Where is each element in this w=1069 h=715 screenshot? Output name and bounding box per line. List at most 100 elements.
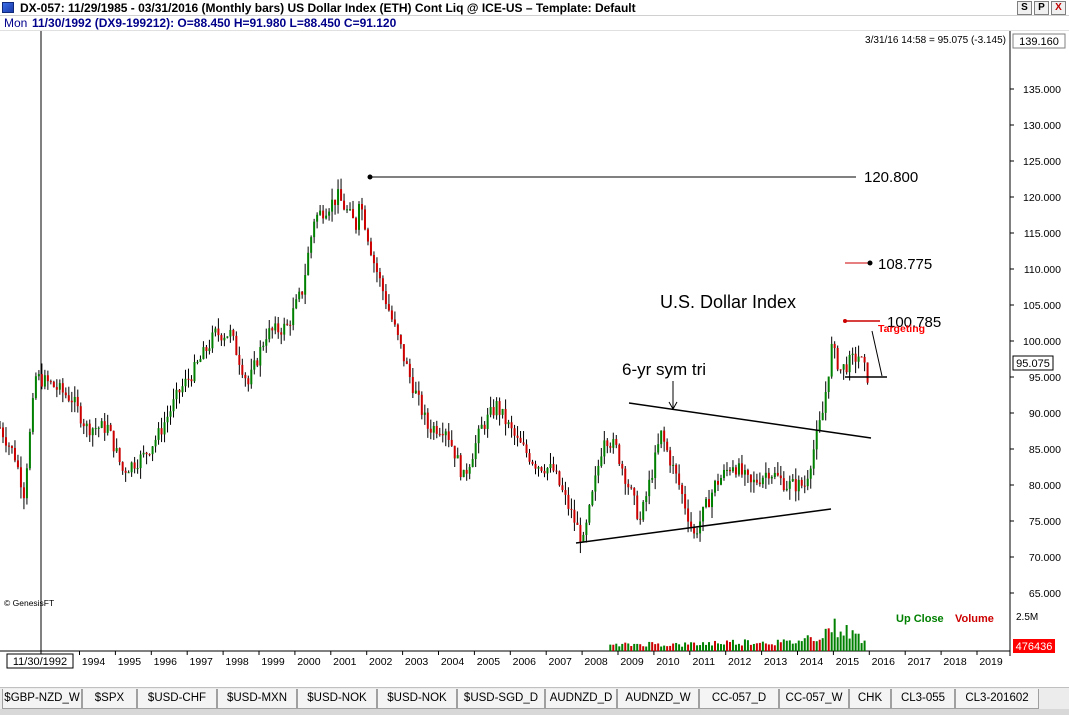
p-button[interactable]: P	[1034, 1, 1049, 15]
symbol-tab[interactable]: $USD-CHF	[137, 689, 217, 709]
copyright-label: © GenesisFT	[4, 598, 54, 608]
legend-volume: Volume	[955, 613, 994, 625]
price-bar-body	[429, 428, 432, 433]
symbol-tab[interactable]: CC-057_D	[699, 689, 779, 709]
price-bar-body	[621, 463, 624, 469]
price-bar-body	[645, 496, 648, 502]
symbol-tab[interactable]: $GBP-NZD_W	[2, 689, 82, 709]
price-bar-body	[743, 470, 746, 475]
volume-bar	[734, 644, 737, 651]
price-bar-body	[755, 479, 758, 483]
price-bar-body	[223, 337, 226, 341]
price-bar-body	[444, 431, 447, 436]
price-bar-body	[211, 332, 214, 349]
price-bar-body	[61, 383, 64, 393]
price-bar-body	[450, 439, 453, 446]
symbol-tab[interactable]: $USD-NOK	[377, 689, 457, 709]
price-bar-body	[202, 347, 205, 360]
symbol-tab[interactable]: CHK	[849, 689, 891, 709]
symbol-tab[interactable]: $USD-SGD_D	[457, 689, 545, 709]
volume-bar	[690, 642, 693, 651]
symbol-tab[interactable]: CC-057_W	[779, 689, 849, 709]
price-bar-body	[73, 396, 76, 403]
symbol-tab[interactable]: $USD-NOK	[297, 689, 377, 709]
price-bar-body	[606, 440, 609, 447]
price-bar-body	[552, 464, 555, 471]
x-tick-label: 2009	[620, 656, 644, 668]
x-tick-label: 1998	[225, 656, 249, 668]
price-bar-body	[516, 435, 519, 438]
chart-area[interactable]: 135.000 130.000 125.000 120.000 115.000 110.0…	[0, 31, 1069, 670]
price-bar-body	[540, 467, 543, 471]
symbol-tab[interactable]: CL3-201602	[955, 689, 1039, 709]
level-100785-label: 100.785	[887, 314, 941, 331]
price-bar-body	[824, 392, 827, 413]
price-bar-body	[549, 464, 552, 469]
targeting-label: Targeting	[878, 323, 925, 335]
volume-bar	[722, 644, 725, 651]
price-bar-body	[310, 237, 313, 253]
price-chart[interactable]: 135.000 130.000 125.000 120.000 115.000 110.0…	[0, 31, 1069, 670]
top-price-label: 139.160	[1019, 36, 1059, 48]
price-bar-body	[172, 399, 175, 412]
volume-bar	[621, 643, 624, 651]
price-bar-body	[325, 215, 328, 219]
price-bar-body	[217, 328, 220, 336]
price-bar-body	[806, 478, 809, 487]
volume-bar	[657, 643, 660, 651]
price-bar-body	[851, 353, 854, 356]
price-bar-body	[854, 353, 857, 362]
price-bar-body	[725, 469, 728, 471]
price-bar-body	[672, 464, 675, 466]
price-bar-body	[627, 483, 630, 488]
price-bar-body	[519, 437, 522, 443]
price-bar-body	[749, 474, 752, 483]
price-bar-body	[863, 356, 866, 363]
price-bar-body	[7, 445, 10, 447]
price-bar-body	[399, 334, 402, 345]
price-bar-body	[67, 395, 70, 401]
volume-bar	[761, 641, 764, 651]
price-bar-body	[737, 463, 740, 475]
price-bar-body	[127, 472, 130, 474]
price-bar-body	[432, 425, 435, 433]
price-bar-body	[480, 424, 483, 429]
price-bar-body	[328, 211, 331, 216]
volume-bar	[627, 643, 630, 651]
consolidation-diagonal	[871, 330, 883, 377]
price-bar-body	[97, 427, 100, 429]
symbol-tab[interactable]: AUDNZD_D	[545, 689, 617, 709]
volume-bar	[633, 643, 636, 651]
price-bar-body	[459, 455, 462, 478]
quote-infobar: Mon 11/30/1992 (DX9-199212): O=88.450 H=…	[0, 16, 1069, 31]
price-bar-body	[94, 428, 97, 430]
bottom-strip	[0, 709, 1069, 715]
price-bar-body	[417, 390, 420, 395]
x-tick-label: 2004	[441, 656, 465, 668]
price-bar-body	[292, 308, 295, 326]
volume-bar	[678, 644, 681, 651]
price-bar-body	[295, 299, 298, 309]
price-bar-body	[241, 364, 244, 375]
volume-bar	[782, 639, 785, 651]
y-tick-label: 70.000	[1029, 552, 1061, 564]
price-bar-body	[809, 468, 812, 479]
price-bar-body	[791, 478, 794, 482]
symbol-tab[interactable]: CL3-055	[891, 689, 955, 709]
price-bar-body	[528, 453, 531, 462]
volume-bar	[743, 639, 746, 651]
close-button[interactable]: X	[1051, 1, 1066, 15]
s-button[interactable]: S	[1017, 1, 1032, 15]
price-bar-body	[579, 524, 582, 542]
y-tick-label: 80.000	[1029, 480, 1061, 492]
symbol-tab[interactable]: $SPX	[82, 689, 137, 709]
symbol-tab[interactable]: AUDNZD_W	[617, 689, 699, 709]
symbol-tab[interactable]: $USD-MXN	[217, 689, 297, 709]
price-bar-body	[776, 472, 779, 476]
price-bar-body	[49, 381, 52, 383]
top-price-box	[1012, 33, 1066, 49]
volume-bar	[693, 642, 696, 651]
price-bar-body	[235, 335, 238, 355]
price-bar-body	[322, 210, 325, 219]
price-bar-body	[699, 521, 702, 534]
